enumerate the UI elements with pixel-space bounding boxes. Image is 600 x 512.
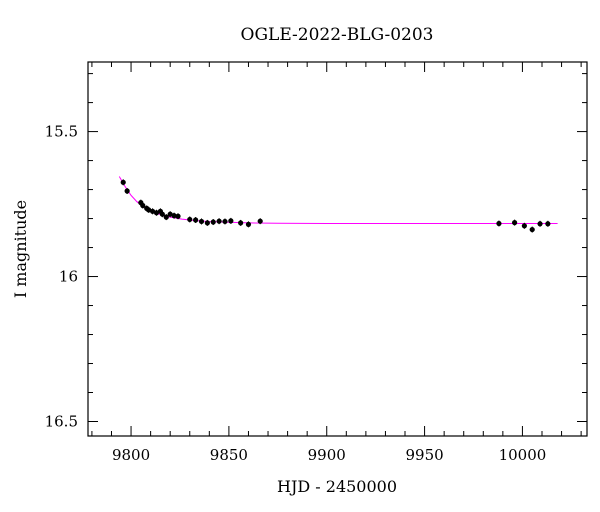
data-point [529,226,535,233]
chart-title: OGLE-2022-BLG-0203 [241,25,434,45]
tick-labels: 9800 9850 9900 9950 10000 15.5 16 16.5 [45,123,547,464]
data-point [124,188,130,194]
data-point [171,213,177,219]
x-tick-label: 9850 [210,446,248,464]
data-point [193,217,199,223]
data-point [511,220,518,226]
x-axis-label: HJD - 2450000 [277,477,397,496]
data-point [537,221,543,227]
data-point [167,211,173,217]
data-point [153,210,160,216]
data-point [257,218,263,224]
axis-ticks [88,62,587,436]
data-point [140,202,146,209]
data-point [198,218,205,225]
data-point [228,218,234,224]
data-point [187,216,193,223]
data-points [120,179,551,233]
data-point [216,218,222,224]
data-point [238,220,244,226]
data-point [120,179,126,185]
data-point [222,218,228,225]
x-tick-label: 9800 [112,446,150,464]
data-point [159,211,165,217]
x-tick-label: 9950 [405,446,443,464]
data-point [521,223,527,229]
data-point [163,214,169,220]
data-point [245,221,252,227]
data-point [204,220,210,226]
x-tick-label: 9900 [308,446,346,464]
y-tick-label: 16 [59,268,78,286]
data-point [175,213,181,219]
y-tick-label: 15.5 [45,123,78,141]
data-point [146,207,152,213]
data-point [496,220,502,227]
y-axis-label: I magnitude [11,200,30,298]
model-curve [118,176,558,224]
plot-frame [87,61,588,437]
data-point [545,221,551,227]
y-tick-label: 16.5 [45,413,78,431]
data-point [210,219,216,225]
x-tick-label: 10000 [499,446,547,464]
data-point [149,208,156,214]
